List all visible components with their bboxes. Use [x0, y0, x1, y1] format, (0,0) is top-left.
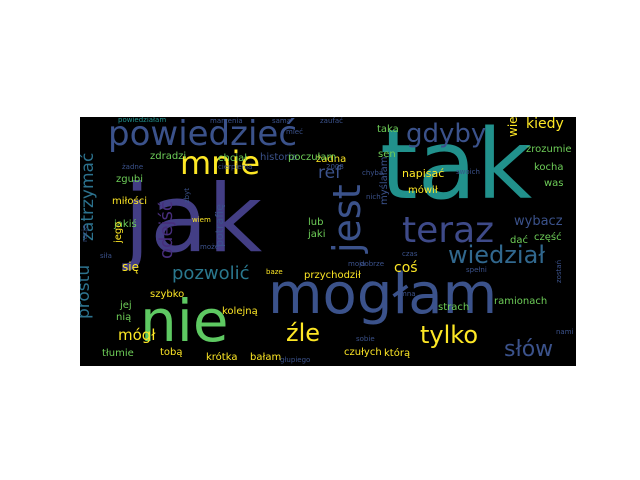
word: coś [394, 260, 418, 276]
word: zdradzi [150, 151, 187, 162]
word: którą [384, 348, 411, 359]
word: teraz [402, 210, 495, 251]
word: krótka [206, 352, 238, 363]
word: się [122, 260, 139, 274]
word: swoich [456, 168, 480, 176]
word: siła [100, 252, 112, 260]
word: mnie [180, 144, 261, 182]
word: zrozumie [526, 144, 572, 155]
word: mówił [408, 185, 438, 196]
word: sama [272, 117, 292, 125]
word: szybko [150, 289, 185, 300]
word: może [200, 243, 220, 251]
word: jej [120, 300, 132, 311]
word: taka [377, 124, 399, 135]
word: poczułam [288, 152, 337, 163]
word: nią [116, 312, 132, 323]
word: odejść [156, 201, 177, 259]
word: tobą [160, 347, 183, 358]
word: jakiś [114, 219, 137, 230]
word: mógł [118, 326, 156, 344]
word: myślałam [379, 156, 390, 206]
word: dobrze [360, 260, 385, 268]
word: prostu [80, 264, 94, 319]
word: spełni [466, 266, 487, 274]
word: was [544, 178, 564, 189]
word: źle [286, 319, 321, 347]
word: powiedziałam [118, 117, 167, 124]
word: baze [266, 268, 283, 276]
word: sen [378, 149, 396, 160]
word: nich [366, 193, 381, 201]
word: nie [140, 287, 229, 355]
word: moja [348, 260, 366, 268]
word: miłości [112, 196, 147, 207]
word: jaki [308, 229, 326, 240]
word: żadna [316, 154, 347, 165]
word: zaufać [320, 117, 344, 125]
word: racje [81, 224, 89, 242]
word: tłumie [102, 348, 134, 359]
word: wybacz [514, 214, 563, 229]
word: bałam [250, 352, 282, 363]
word: kolejną [222, 306, 258, 317]
word: historia [260, 152, 298, 163]
word: chciał [218, 153, 248, 164]
word: 2008 [326, 163, 344, 171]
word: lub [308, 217, 324, 228]
word: kocha [534, 162, 564, 173]
word: tak [380, 117, 533, 221]
word: tylko [420, 321, 479, 349]
word: kiedy [526, 117, 564, 132]
word: ramionach [494, 296, 548, 307]
word: czułych [344, 347, 382, 358]
word: jego [113, 221, 124, 243]
word: mieć [286, 128, 303, 136]
word: słów [504, 337, 554, 362]
word: wiedział [448, 241, 546, 269]
word: czas [402, 250, 418, 258]
word: zostań [555, 259, 563, 283]
word: mna [400, 290, 416, 298]
word: przychodził [304, 270, 361, 281]
word: gdyby [406, 119, 487, 149]
word: pozwolić [172, 263, 250, 284]
word-cloud: jak tak mogłam nie powiedzieć jest teraz… [80, 117, 576, 366]
word: dać [510, 235, 528, 246]
word: mogłam [268, 262, 498, 327]
word: powiedzieć [108, 117, 298, 154]
word: część [534, 232, 562, 243]
word: ref [318, 163, 342, 183]
word: zgubi [116, 174, 144, 185]
word: marzenia [210, 117, 243, 125]
word: wierzyłam [506, 117, 520, 137]
word: zbyt [183, 187, 191, 203]
word: wiem [192, 216, 211, 224]
word: chyba [362, 169, 384, 177]
word: głupiego [280, 356, 311, 364]
word: jak [124, 165, 263, 274]
word: jest [325, 184, 369, 253]
word: nami [556, 328, 574, 336]
word: strach [438, 302, 470, 313]
word: żadne [122, 163, 144, 171]
word: cierpienia [218, 163, 253, 171]
word: napisać [402, 167, 445, 180]
word: potrafię [213, 204, 226, 247]
word: sobie [356, 335, 375, 343]
